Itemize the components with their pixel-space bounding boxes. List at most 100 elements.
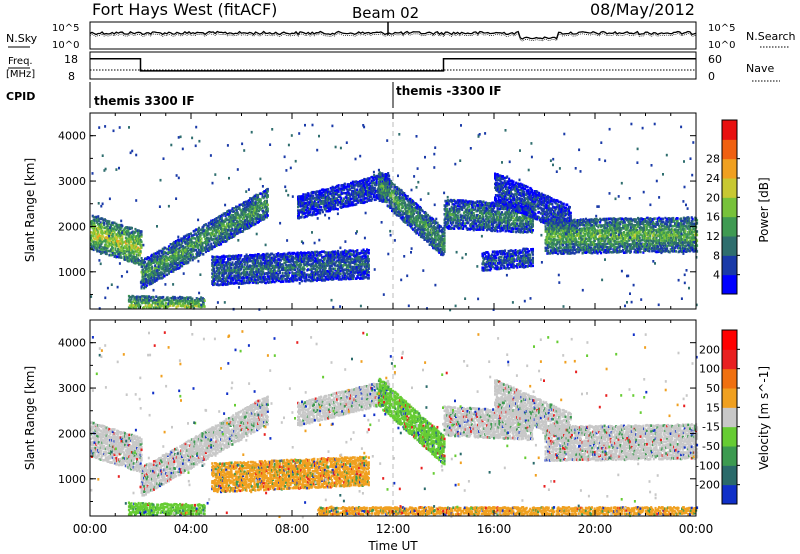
range-gate-cell (305, 201, 308, 205)
range-gate-cell (246, 224, 249, 227)
range-gate-cell (202, 249, 205, 252)
range-gate-cell (466, 219, 469, 222)
range-gate-cell (103, 251, 106, 254)
range-gate-cell (324, 262, 327, 266)
range-gate-cell (225, 227, 228, 230)
range-gate-cell (444, 223, 447, 226)
range-gate-cell (299, 195, 302, 198)
range-gate-cell (249, 253, 252, 257)
range-gate-cell (265, 208, 268, 212)
range-gate-cell (329, 200, 332, 203)
range-gate-cell (275, 271, 278, 275)
range-gate-cell (321, 276, 324, 279)
freq-label-1: Freq. (8, 56, 33, 67)
range-gate-cell (358, 266, 361, 270)
range-gate-cell (265, 201, 268, 204)
range-gate-cell (215, 244, 218, 247)
range-gate-cell (312, 264, 315, 268)
range-gate-cell (215, 217, 218, 220)
range-gate-cell (109, 239, 112, 243)
range-gate-cell (185, 259, 188, 262)
range-gate-cell (351, 257, 354, 261)
range-gate-cell (178, 254, 181, 258)
range-gate-cell (147, 264, 150, 268)
range-gate-cell (220, 215, 223, 218)
range-gate-cell (163, 271, 166, 274)
range-gate-cell (310, 259, 313, 262)
range-gate-cell (331, 270, 334, 273)
range-gate-cell (302, 265, 305, 268)
date-label: 08/May/2012 (590, 0, 695, 19)
range-gate-cell (192, 247, 195, 251)
range-gate-cell (279, 263, 282, 266)
range-gate-cell (303, 259, 306, 262)
range-gate-cell (215, 237, 218, 240)
range-gate-cell (343, 182, 346, 186)
range-gate-cell (195, 228, 198, 231)
range-gate-cell (267, 253, 270, 257)
range-gate-cell (364, 270, 367, 273)
range-gate-cell (130, 226, 133, 230)
range-gate-cell (259, 198, 262, 201)
range-gate-cell (242, 276, 245, 280)
range-gate-cell (234, 261, 237, 264)
range-gate-cell (227, 262, 230, 266)
range-gate-cell (187, 250, 190, 253)
range-gate-cell (141, 265, 144, 268)
range-gate-cell (244, 210, 247, 214)
range-gate-cell (182, 258, 185, 262)
range-gate-cell (183, 260, 186, 264)
range-gate-cell (323, 251, 326, 254)
range-gate-cell (93, 216, 96, 219)
range-gate-cell (320, 191, 323, 195)
range-gate-cell (262, 215, 265, 218)
range-gate-cell (177, 250, 180, 254)
range-gate-cell (332, 267, 335, 271)
range-gate-cell (303, 207, 306, 211)
range-gate-cell (342, 253, 345, 256)
range-gate-cell (226, 238, 229, 242)
range-gate-cell (156, 271, 159, 274)
range-gate-cell (243, 281, 246, 285)
range-gate-cell (215, 228, 218, 231)
range-gate-cell (119, 253, 122, 256)
range-gate-cell (104, 238, 107, 242)
noise-right-tick-high: 10^5 (708, 23, 735, 34)
range-gate-cell (220, 277, 223, 281)
range-gate-cell (114, 252, 117, 255)
range-gate-cell (334, 267, 337, 270)
range-gate-cell (293, 251, 296, 255)
range-gate-cell (117, 241, 120, 245)
range-gate-cell (404, 201, 407, 205)
range-gate-cell (127, 253, 130, 256)
cpid-panel: CPID themis 3300 IF themis -3300 IF (6, 82, 502, 108)
range-gate-cell (315, 268, 318, 272)
range-gate-cell (278, 271, 281, 275)
range-gate-cell (162, 255, 165, 259)
range-gate-cell (207, 243, 210, 246)
noise-right-tick-low: 10^0 (708, 40, 735, 51)
range-gate-cell (222, 260, 225, 264)
range-gate-cell (458, 210, 461, 213)
range-gate-cell (400, 199, 403, 202)
range-gate-cell (174, 240, 177, 243)
range-gate-cell (284, 278, 287, 281)
range-gate-cell (453, 208, 456, 211)
range-gate-cell (293, 257, 296, 260)
range-gate-cell (297, 215, 300, 218)
range-gate-cell (328, 275, 331, 279)
range-gate-cell (375, 181, 378, 184)
range-gate-cell (101, 225, 104, 229)
range-gate-cell (256, 207, 259, 211)
range-gate-cell (350, 197, 353, 201)
range-gate-cell (315, 202, 318, 205)
range-gate-cell (321, 210, 324, 214)
range-gate-cell (215, 231, 218, 235)
range-gate-cell (338, 275, 341, 279)
range-gate-cell (197, 226, 200, 230)
range-gate-cell (213, 272, 216, 276)
range-gate-cell (140, 286, 143, 290)
range-gate-cell (468, 205, 471, 208)
range-gate-cell (132, 241, 135, 244)
range-gate-cell (111, 235, 114, 239)
